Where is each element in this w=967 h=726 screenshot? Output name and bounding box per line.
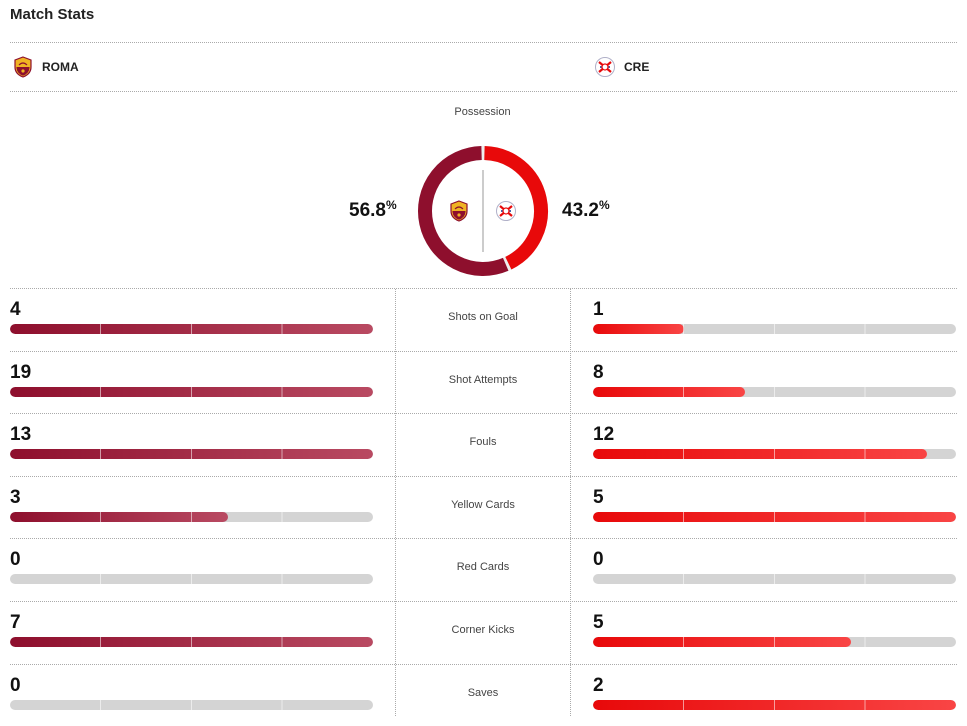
- home-possession-value: 56.8%: [349, 198, 397, 221]
- column-divider: [570, 289, 571, 716]
- home-stat-bar-fill: [10, 324, 373, 334]
- home-stat-bar-fill: [10, 449, 373, 460]
- stat-row: 7 Corner Kicks 5: [10, 602, 957, 665]
- home-stat-value: 0: [10, 674, 21, 696]
- home-stat-bar: [10, 449, 373, 460]
- home-stat-bar-fill: [10, 511, 228, 522]
- home-stat-value: 19: [10, 361, 32, 383]
- stat-row: 13 Fouls 12: [10, 414, 957, 477]
- away-stat-bar: [593, 574, 956, 585]
- away-stat-bar: [593, 699, 956, 710]
- divider: [10, 42, 957, 43]
- home-stat-bar: [10, 574, 373, 585]
- home-team-abbr: ROMA: [42, 60, 79, 74]
- away-possession-value: 43.2%: [562, 198, 610, 221]
- away-stat-value: 5: [593, 611, 604, 633]
- home-stat-value: 3: [10, 486, 21, 508]
- home-stat-bar-fill: [10, 386, 373, 397]
- divider: [10, 288, 957, 289]
- away-possession-arc: [484, 146, 548, 270]
- home-stat-bar: [10, 386, 373, 397]
- away-stat-bar: [593, 511, 956, 522]
- possession-label: Possession: [454, 106, 511, 118]
- home-stat-bar: [10, 324, 373, 334]
- away-stat-value: 0: [593, 549, 604, 571]
- away-team[interactable]: CRE: [594, 56, 649, 78]
- home-possession-arc: [418, 146, 509, 276]
- home-team[interactable]: ROMA: [12, 56, 79, 78]
- away-stat-value: 1: [593, 299, 604, 320]
- home-stat-value: 7: [10, 611, 21, 633]
- away-stat-value: 5: [593, 486, 604, 508]
- column-divider: [395, 289, 396, 716]
- stat-row: 19 Shot Attempts 8: [10, 352, 957, 415]
- roma-crest-icon: [450, 200, 468, 222]
- stat-row: 0 Red Cards 0: [10, 539, 957, 602]
- home-stat-value: 0: [10, 549, 21, 571]
- home-stat-bar: [10, 511, 373, 522]
- away-stat-bar-fill: [593, 511, 956, 522]
- away-stat-bar-fill: [593, 386, 746, 397]
- stat-label: Corner Kicks: [451, 623, 515, 636]
- away-team-abbr: CRE: [624, 60, 650, 74]
- stats-table: 4 Shots on Goal 1 19 Shot Attempts 8 13 Fouls 12…: [10, 289, 957, 726]
- stat-row: 0 Saves 2: [10, 665, 957, 726]
- stat-row: 4 Shots on Goal 1: [10, 289, 957, 352]
- page-title: Match Stats: [10, 6, 95, 23]
- stat-row: 3 Yellow Cards 5: [10, 477, 957, 540]
- away-stat-value: 8: [593, 361, 604, 383]
- away-stat-bar-fill: [593, 449, 927, 460]
- home-stat-value: 4: [10, 299, 21, 320]
- home-stat-bar: [10, 636, 373, 647]
- cremonese-crest-icon: [495, 200, 517, 222]
- home-stat-bar: [10, 699, 373, 710]
- cremonese-crest-icon: [594, 56, 616, 78]
- away-stat-value: 2: [593, 674, 604, 696]
- roma-crest-icon: [12, 56, 34, 78]
- away-stat-bar: [593, 386, 956, 397]
- away-stat-bar: [593, 449, 956, 460]
- away-stat-bar: [593, 636, 956, 647]
- stat-label: Saves: [467, 686, 499, 699]
- stat-label: Yellow Cards: [451, 498, 515, 511]
- home-stat-bar-fill: [10, 636, 373, 647]
- stat-label: Fouls: [469, 436, 497, 449]
- stat-label: Shots on Goal: [448, 311, 518, 323]
- home-stat-value: 13: [10, 424, 32, 446]
- stat-label: Red Cards: [456, 561, 510, 574]
- possession-donut-chart: [418, 146, 548, 276]
- away-stat-value: 12: [593, 424, 615, 446]
- away-stat-bar-fill: [593, 636, 851, 647]
- stat-label: Shot Attempts: [448, 373, 518, 386]
- away-stat-bar-fill: [593, 324, 684, 334]
- away-stat-bar-fill: [593, 699, 956, 710]
- away-stat-bar: [593, 324, 956, 334]
- divider: [10, 91, 957, 92]
